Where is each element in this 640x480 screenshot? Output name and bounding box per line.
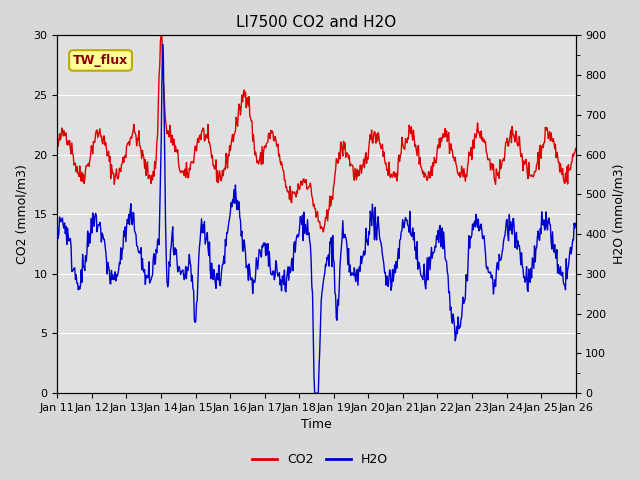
Y-axis label: H2O (mmol/m3): H2O (mmol/m3) bbox=[612, 164, 625, 264]
Legend: CO2, H2O: CO2, H2O bbox=[247, 448, 393, 471]
Y-axis label: CO2 (mmol/m3): CO2 (mmol/m3) bbox=[15, 164, 28, 264]
X-axis label: Time: Time bbox=[301, 419, 332, 432]
Title: LI7500 CO2 and H2O: LI7500 CO2 and H2O bbox=[236, 15, 397, 30]
Text: TW_flux: TW_flux bbox=[73, 54, 128, 67]
